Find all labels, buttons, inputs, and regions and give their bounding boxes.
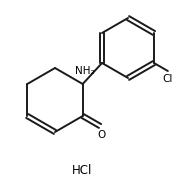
- Text: Cl: Cl: [163, 74, 173, 84]
- Text: NH₂: NH₂: [75, 66, 94, 76]
- Text: O: O: [97, 130, 105, 140]
- Text: HCl: HCl: [72, 164, 92, 177]
